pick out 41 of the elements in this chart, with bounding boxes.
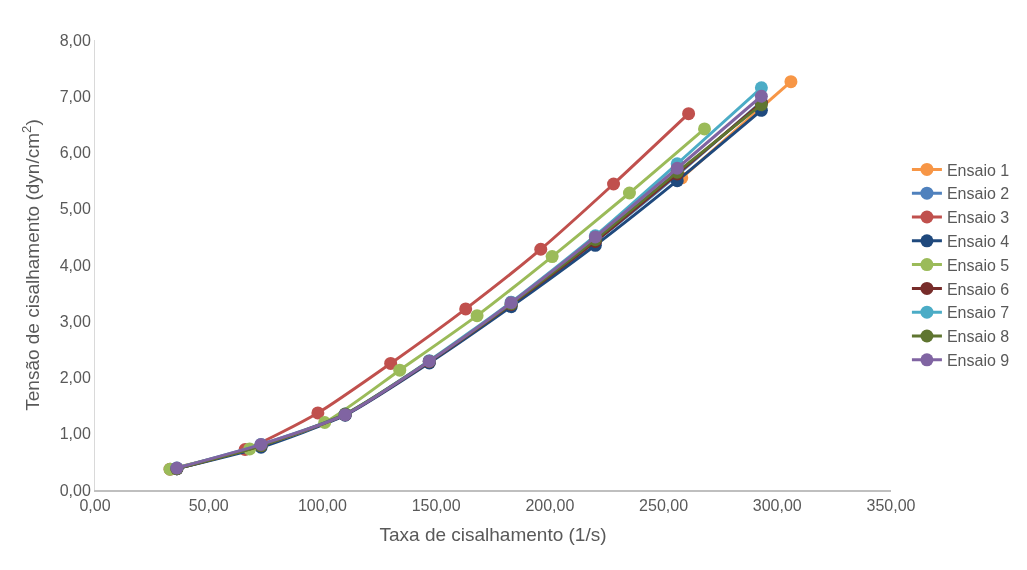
point: [784, 75, 798, 89]
x-tick-label: 250,00: [639, 496, 689, 514]
legend-label: Ensaio 4: [946, 233, 1010, 251]
legend-label: Ensaio 5: [946, 256, 1010, 274]
legend-label: Ensaio 6: [946, 280, 1010, 298]
y-tick-label: 0,00: [59, 481, 91, 499]
point: [698, 122, 712, 136]
x-tick-label: 300,00: [752, 496, 802, 514]
x-axis-title: Taxa de cisalhamento (1/s): [379, 524, 607, 546]
legend-label: Ensaio 3: [946, 209, 1010, 227]
legend-label: Ensaio 1: [946, 161, 1010, 179]
point: [470, 309, 484, 323]
y-tick-label: 4,00: [59, 256, 91, 274]
point: [754, 89, 768, 103]
x-tick-label: 150,00: [411, 496, 461, 514]
x-tick-label: 100,00: [297, 496, 347, 514]
point: [670, 161, 684, 175]
x-tick-label: 200,00: [525, 496, 575, 514]
point: [607, 177, 621, 191]
point: [622, 186, 636, 200]
point: [393, 363, 407, 377]
legend-label: Ensaio 7: [946, 304, 1010, 322]
legend-label: Ensaio 9: [946, 352, 1010, 370]
y-tick-label: 7,00: [59, 87, 91, 105]
y-tick-label: 8,00: [59, 31, 91, 49]
point: [682, 107, 696, 121]
y-tick-label: 2,00: [59, 369, 91, 387]
x-tick-label: 0,00: [79, 496, 111, 514]
point: [534, 242, 548, 256]
legend-label: Ensaio 2: [946, 185, 1010, 203]
point: [459, 302, 473, 316]
point: [545, 250, 559, 264]
x-tick-label: 350,00: [866, 496, 916, 514]
point: [311, 406, 325, 420]
y-tick-label: 3,00: [59, 312, 91, 330]
y-tick-label: 6,00: [59, 144, 91, 162]
legend-label: Ensaio 8: [946, 328, 1010, 346]
x-tick-label: 50,00: [188, 496, 229, 514]
y-tick-label: 1,00: [59, 425, 91, 443]
point: [384, 356, 398, 370]
y-tick-label: 5,00: [59, 200, 91, 218]
